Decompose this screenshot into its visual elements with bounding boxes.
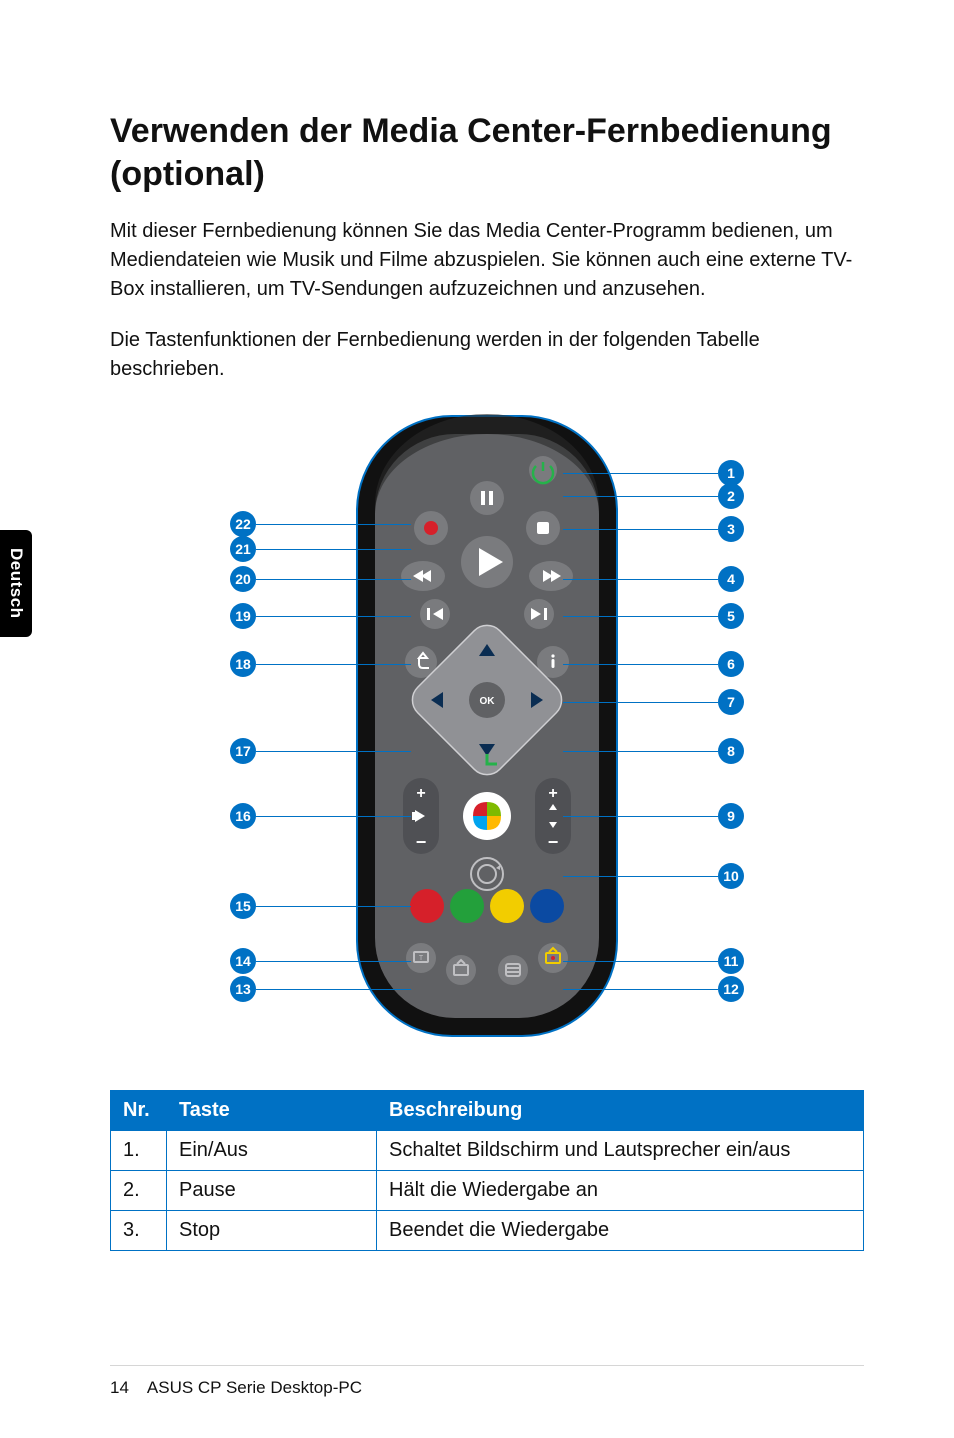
callout-badge-16: 16 bbox=[230, 803, 256, 829]
footer-rule bbox=[110, 1365, 864, 1366]
callout-badge-18: 18 bbox=[230, 651, 256, 677]
table-cell: Beendet die Wiedergabe bbox=[377, 1211, 864, 1251]
language-tab: Deutsch bbox=[0, 530, 32, 637]
table-cell: Ein/Aus bbox=[167, 1131, 377, 1171]
callout-badge-12: 12 bbox=[718, 976, 744, 1002]
table-row: 1.Ein/AusSchaltet Bildschirm und Lautspr… bbox=[111, 1131, 864, 1171]
callout-badge-7: 7 bbox=[718, 689, 744, 715]
callout-line bbox=[563, 664, 718, 665]
callout-line bbox=[256, 751, 411, 752]
table-cell: Stop bbox=[167, 1211, 377, 1251]
th-nr: Nr. bbox=[111, 1091, 167, 1131]
callout-line bbox=[563, 529, 718, 530]
callout-badge-9: 9 bbox=[718, 803, 744, 829]
callout-line bbox=[256, 961, 411, 962]
callout-badge-5: 5 bbox=[718, 603, 744, 629]
callout-badge-15: 15 bbox=[230, 893, 256, 919]
table-cell: Hält die Wiedergabe an bbox=[377, 1171, 864, 1211]
footer-text: ASUS CP Serie Desktop-PC bbox=[147, 1378, 362, 1397]
page-footer: 14 ASUS CP Serie Desktop-PC bbox=[110, 1378, 362, 1398]
callout-line bbox=[563, 816, 718, 817]
callout-badge-4: 4 bbox=[718, 566, 744, 592]
remote-svg: OK + − + − bbox=[347, 406, 627, 1046]
table-cell: 2. bbox=[111, 1171, 167, 1211]
table-cell: 3. bbox=[111, 1211, 167, 1251]
callout-line bbox=[256, 664, 411, 665]
callout-badge-11: 11 bbox=[718, 948, 744, 974]
svg-text:+: + bbox=[416, 785, 425, 802]
callout-badge-21: 21 bbox=[230, 536, 256, 562]
callout-line bbox=[563, 496, 718, 497]
svg-text:−: − bbox=[548, 832, 559, 852]
svg-text:−: − bbox=[416, 832, 427, 852]
page-number: 14 bbox=[110, 1378, 129, 1397]
callout-line bbox=[256, 906, 411, 907]
svg-text:+: + bbox=[548, 785, 557, 802]
callout-line bbox=[563, 876, 718, 877]
callout-badge-10: 10 bbox=[718, 863, 744, 889]
callout-badge-17: 17 bbox=[230, 738, 256, 764]
callout-line bbox=[256, 816, 411, 817]
callout-line bbox=[563, 702, 718, 703]
table-cell: Pause bbox=[167, 1171, 377, 1211]
callout-badge-22: 22 bbox=[230, 511, 256, 537]
page-title: Verwenden der Media Center-Fernbedienung… bbox=[110, 110, 864, 195]
callout-line bbox=[256, 616, 411, 617]
table-cell: Schaltet Bildschirm und Lautsprecher ein… bbox=[377, 1131, 864, 1171]
key-table: Nr. Taste Beschreibung 1.Ein/AusSchaltet… bbox=[110, 1090, 864, 1251]
th-besch: Beschreibung bbox=[377, 1091, 864, 1131]
callout-badge-14: 14 bbox=[230, 948, 256, 974]
callout-line bbox=[256, 524, 411, 525]
callout-line bbox=[563, 579, 718, 580]
callout-badge-8: 8 bbox=[718, 738, 744, 764]
callout-badge-3: 3 bbox=[718, 516, 744, 542]
table-row: 2.PauseHält die Wiedergabe an bbox=[111, 1171, 864, 1211]
svg-text:T: T bbox=[419, 955, 424, 962]
callout-line bbox=[563, 616, 718, 617]
remote-diagram: OK + − + − bbox=[110, 406, 864, 1066]
callout-badge-19: 19 bbox=[230, 603, 256, 629]
callout-badge-6: 6 bbox=[718, 651, 744, 677]
intro-paragraph-2: Die Tastenfunktionen der Fernbedienung w… bbox=[110, 326, 864, 384]
callout-line bbox=[563, 751, 718, 752]
table-cell: 1. bbox=[111, 1131, 167, 1171]
callout-line bbox=[256, 549, 411, 550]
callout-line bbox=[256, 989, 411, 990]
callout-badge-13: 13 bbox=[230, 976, 256, 1002]
callout-badge-20: 20 bbox=[230, 566, 256, 592]
ok-label: OK bbox=[480, 696, 496, 707]
callout-line bbox=[563, 961, 718, 962]
th-taste: Taste bbox=[167, 1091, 377, 1131]
callout-line bbox=[563, 473, 718, 474]
callout-line bbox=[256, 579, 411, 580]
table-row: 3.StopBeendet die Wiedergabe bbox=[111, 1211, 864, 1251]
intro-paragraph-1: Mit dieser Fernbedienung können Sie das … bbox=[110, 217, 864, 304]
callout-badge-2: 2 bbox=[718, 483, 744, 509]
callout-line bbox=[563, 989, 718, 990]
